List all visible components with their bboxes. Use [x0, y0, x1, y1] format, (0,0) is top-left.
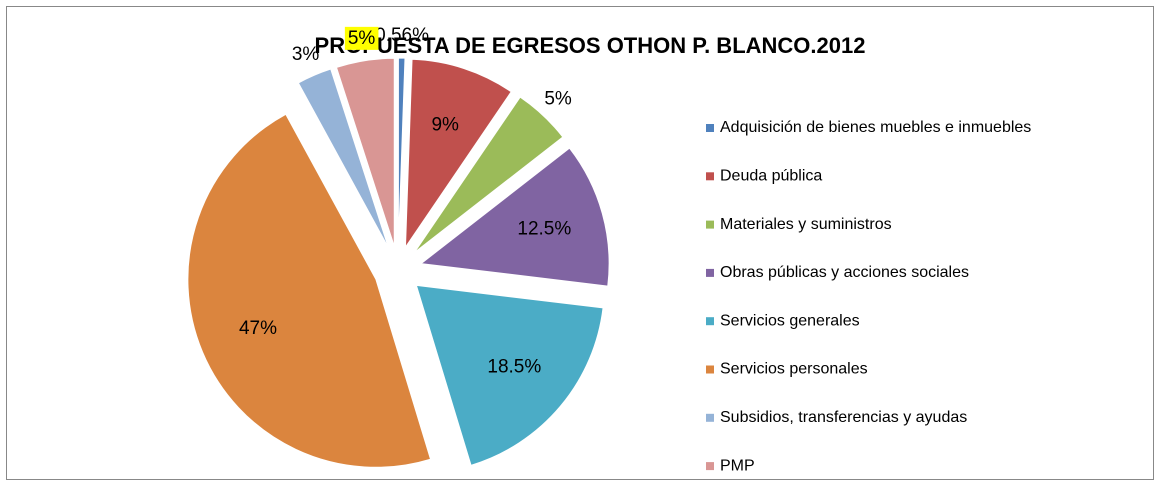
data-label: 5% [544, 88, 572, 109]
pie-slice [335, 57, 395, 247]
pie-slice [415, 284, 604, 466]
legend-label: Deuda pública [720, 168, 822, 185]
legend-label: Servicios generales [720, 312, 860, 329]
pie-slice [419, 147, 610, 287]
data-label: 3% [292, 44, 320, 65]
legend-swatch [706, 220, 714, 229]
pie-slice [404, 58, 512, 249]
legend-swatch [706, 124, 714, 132]
data-label: 9% [431, 115, 459, 136]
legend-label: Adquisición de bienes muebles e inmueble… [720, 119, 1031, 136]
legend-swatch [706, 268, 714, 277]
pie-slice [187, 113, 432, 468]
pie-slice [297, 68, 389, 249]
legend-swatch [706, 365, 714, 374]
legend-label: Materiales y suministros [720, 216, 892, 233]
data-label: 5% [348, 28, 376, 49]
legend-swatch [706, 172, 714, 181]
label-highlight [344, 26, 379, 50]
legend-swatch [706, 413, 714, 422]
data-label: 18.5% [487, 357, 541, 378]
legend-label: PMP [720, 457, 755, 474]
legend-swatch [706, 317, 714, 326]
pie-slice [397, 57, 406, 247]
legend-label: Obras públicas y acciones sociales [720, 264, 969, 281]
data-label: 0.56% [375, 25, 429, 46]
chart-title: PROPUESTA DE EGRESOS OTHON P. BLANCO.201… [315, 33, 866, 58]
pie-slice [414, 96, 564, 253]
legend-swatch [706, 462, 714, 471]
legend-label: Subsidios, transferencias y ayudas [720, 409, 967, 426]
data-label: 12.5% [517, 218, 571, 239]
data-label: 47% [239, 318, 277, 339]
legend-label: Servicios personales [720, 361, 868, 378]
